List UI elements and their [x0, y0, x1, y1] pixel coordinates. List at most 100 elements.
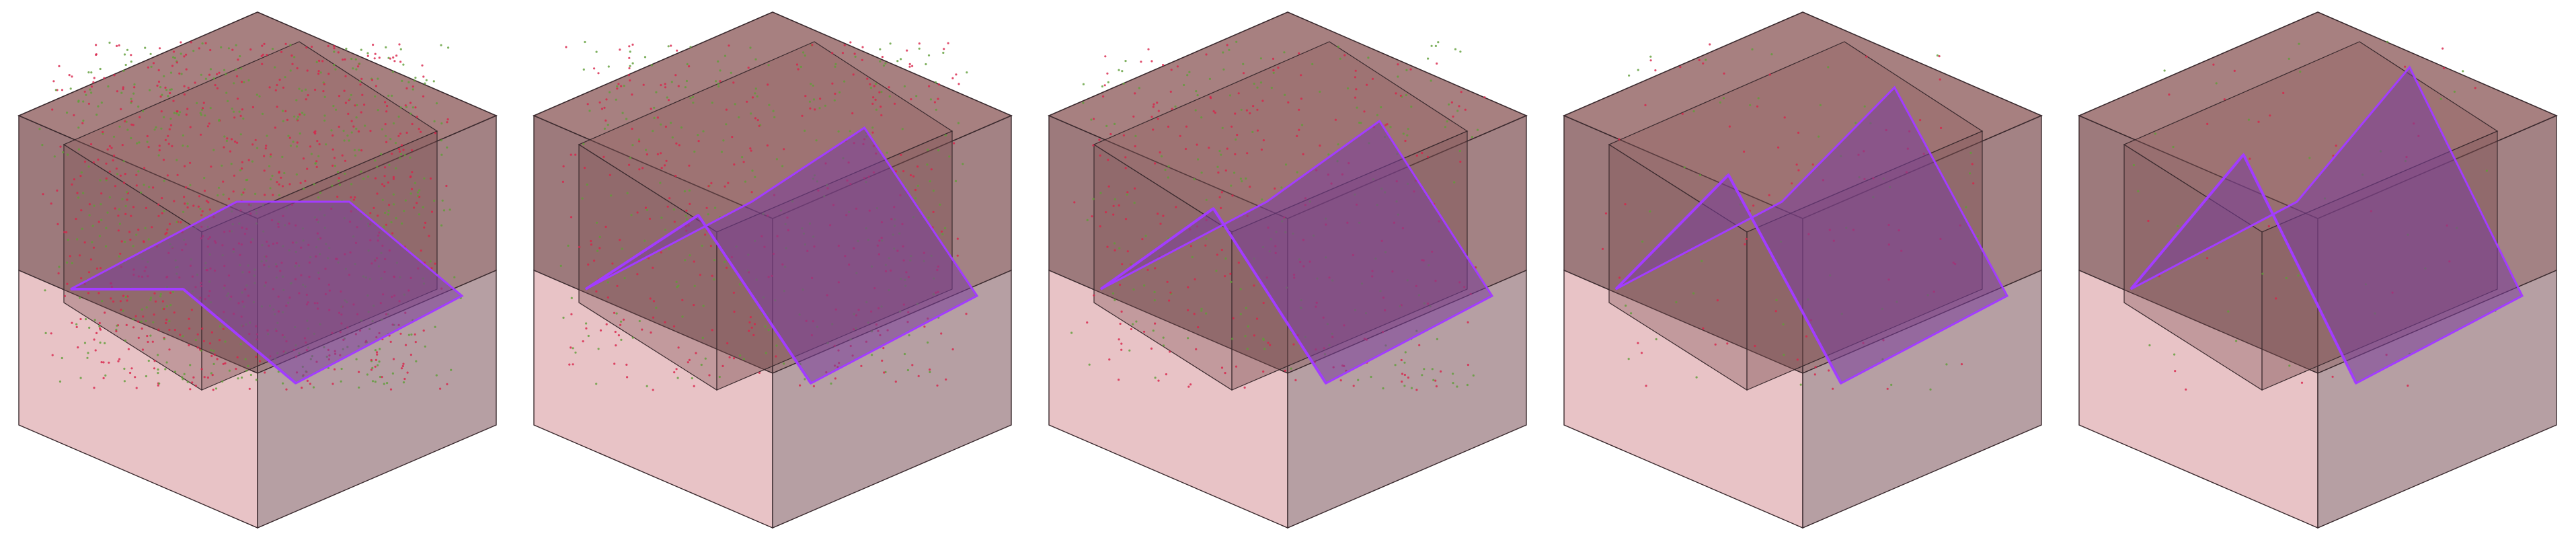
particle-dot: [295, 145, 299, 148]
particle-dot: [901, 128, 904, 130]
particle-dot: [616, 87, 619, 90]
particle-dot: [875, 108, 877, 111]
particle-dot: [2147, 219, 2150, 223]
particle-dot: [724, 185, 726, 188]
particle-dot: [87, 71, 90, 74]
particle-dot: [153, 360, 156, 362]
particle-dot: [154, 300, 157, 303]
particle-dot: [917, 375, 920, 377]
particle-dot: [147, 146, 150, 149]
particle-dot: [366, 373, 369, 376]
particle-dot: [418, 189, 421, 192]
particle-dot: [1146, 268, 1149, 271]
cube-render-3: [1047, 11, 1528, 529]
particle-dot: [962, 163, 964, 165]
particle-dot: [350, 183, 353, 186]
particle-dot: [1358, 121, 1361, 124]
particle-dot: [1164, 168, 1167, 171]
particle-dot: [1337, 45, 1339, 48]
particle-dot: [697, 140, 700, 143]
particle-dot: [615, 344, 617, 347]
particle-dot: [316, 140, 319, 143]
particle-dot: [1749, 104, 1752, 106]
particle-dot: [750, 326, 753, 329]
particle-dot: [407, 334, 411, 336]
particle-dot: [157, 328, 160, 331]
particle-dot: [746, 100, 748, 103]
particle-dot: [1354, 76, 1356, 79]
particle-dot: [173, 371, 177, 373]
particle-dot: [147, 359, 150, 362]
particle-dot: [908, 63, 911, 65]
particle-dot: [157, 80, 161, 83]
particle-dot: [1431, 368, 1434, 371]
particle-dot: [281, 155, 284, 158]
particle-dot: [333, 47, 336, 50]
particle-dot: [664, 321, 666, 323]
particle-dot: [1654, 69, 1657, 72]
particle-dot: [168, 328, 171, 332]
particle-dot: [296, 141, 299, 144]
particle-dot: [430, 210, 434, 213]
particle-dot: [386, 382, 389, 385]
particle-dot: [1401, 373, 1404, 375]
particle-dot: [1168, 299, 1171, 302]
particle-dot: [256, 93, 258, 96]
particle-dot: [2288, 57, 2290, 60]
particle-dot: [1397, 63, 1399, 66]
particle-dot: [360, 77, 363, 80]
particle-dot: [1217, 171, 1220, 174]
particle-dot: [965, 313, 968, 315]
particle-dot: [854, 55, 857, 58]
particle-dot: [385, 134, 387, 137]
particle-dot: [169, 117, 172, 120]
particle-dot: [852, 73, 855, 76]
particle-dot: [188, 327, 191, 330]
particle-dot: [749, 46, 752, 49]
particle-dot: [814, 108, 816, 111]
particle-dot: [374, 177, 377, 180]
particle-dot: [758, 124, 760, 127]
particle-dot: [413, 206, 416, 209]
particle-dot: [1407, 128, 1409, 130]
particle-dot: [377, 109, 379, 112]
particle-dot: [362, 178, 365, 180]
particle-dot: [1122, 82, 1125, 85]
particle-dot: [1220, 153, 1222, 156]
particle-dot: [1143, 284, 1146, 287]
particle-dot: [689, 97, 692, 100]
particle-dot: [77, 346, 79, 349]
particle-dot: [1187, 309, 1189, 311]
particle-dot: [614, 330, 617, 334]
particle-dot: [617, 83, 620, 85]
particle-dot: [626, 376, 629, 379]
particle-dot: [332, 105, 335, 108]
particle-dot: [414, 106, 417, 109]
particle-dot: [966, 71, 968, 74]
particle-dot: [750, 191, 753, 194]
particle-dot: [1267, 342, 1270, 344]
particle-dot: [204, 77, 207, 80]
particle-dot: [1150, 60, 1153, 63]
particle-dot: [914, 197, 917, 200]
particle-dot: [268, 86, 271, 89]
particle-dot: [1404, 351, 1407, 354]
particle-dot: [130, 137, 132, 140]
particle-dot: [106, 148, 109, 151]
particle-dot: [239, 55, 241, 58]
particle-dot: [319, 71, 322, 74]
particle-dot: [734, 103, 736, 106]
particle-dot: [103, 77, 106, 79]
particle-dot: [376, 192, 379, 195]
particle-dot: [153, 367, 156, 370]
particle-dot: [775, 355, 777, 358]
particle-dot: [1109, 132, 1112, 136]
particle-dot: [173, 112, 175, 114]
particle-dot: [1222, 51, 1224, 54]
particle-dot: [108, 361, 110, 364]
particle-dot: [617, 334, 620, 337]
particle-dot: [203, 190, 206, 192]
particle-dot: [943, 48, 945, 50]
particle-dot: [1253, 334, 1255, 337]
particle-dot: [180, 41, 182, 44]
